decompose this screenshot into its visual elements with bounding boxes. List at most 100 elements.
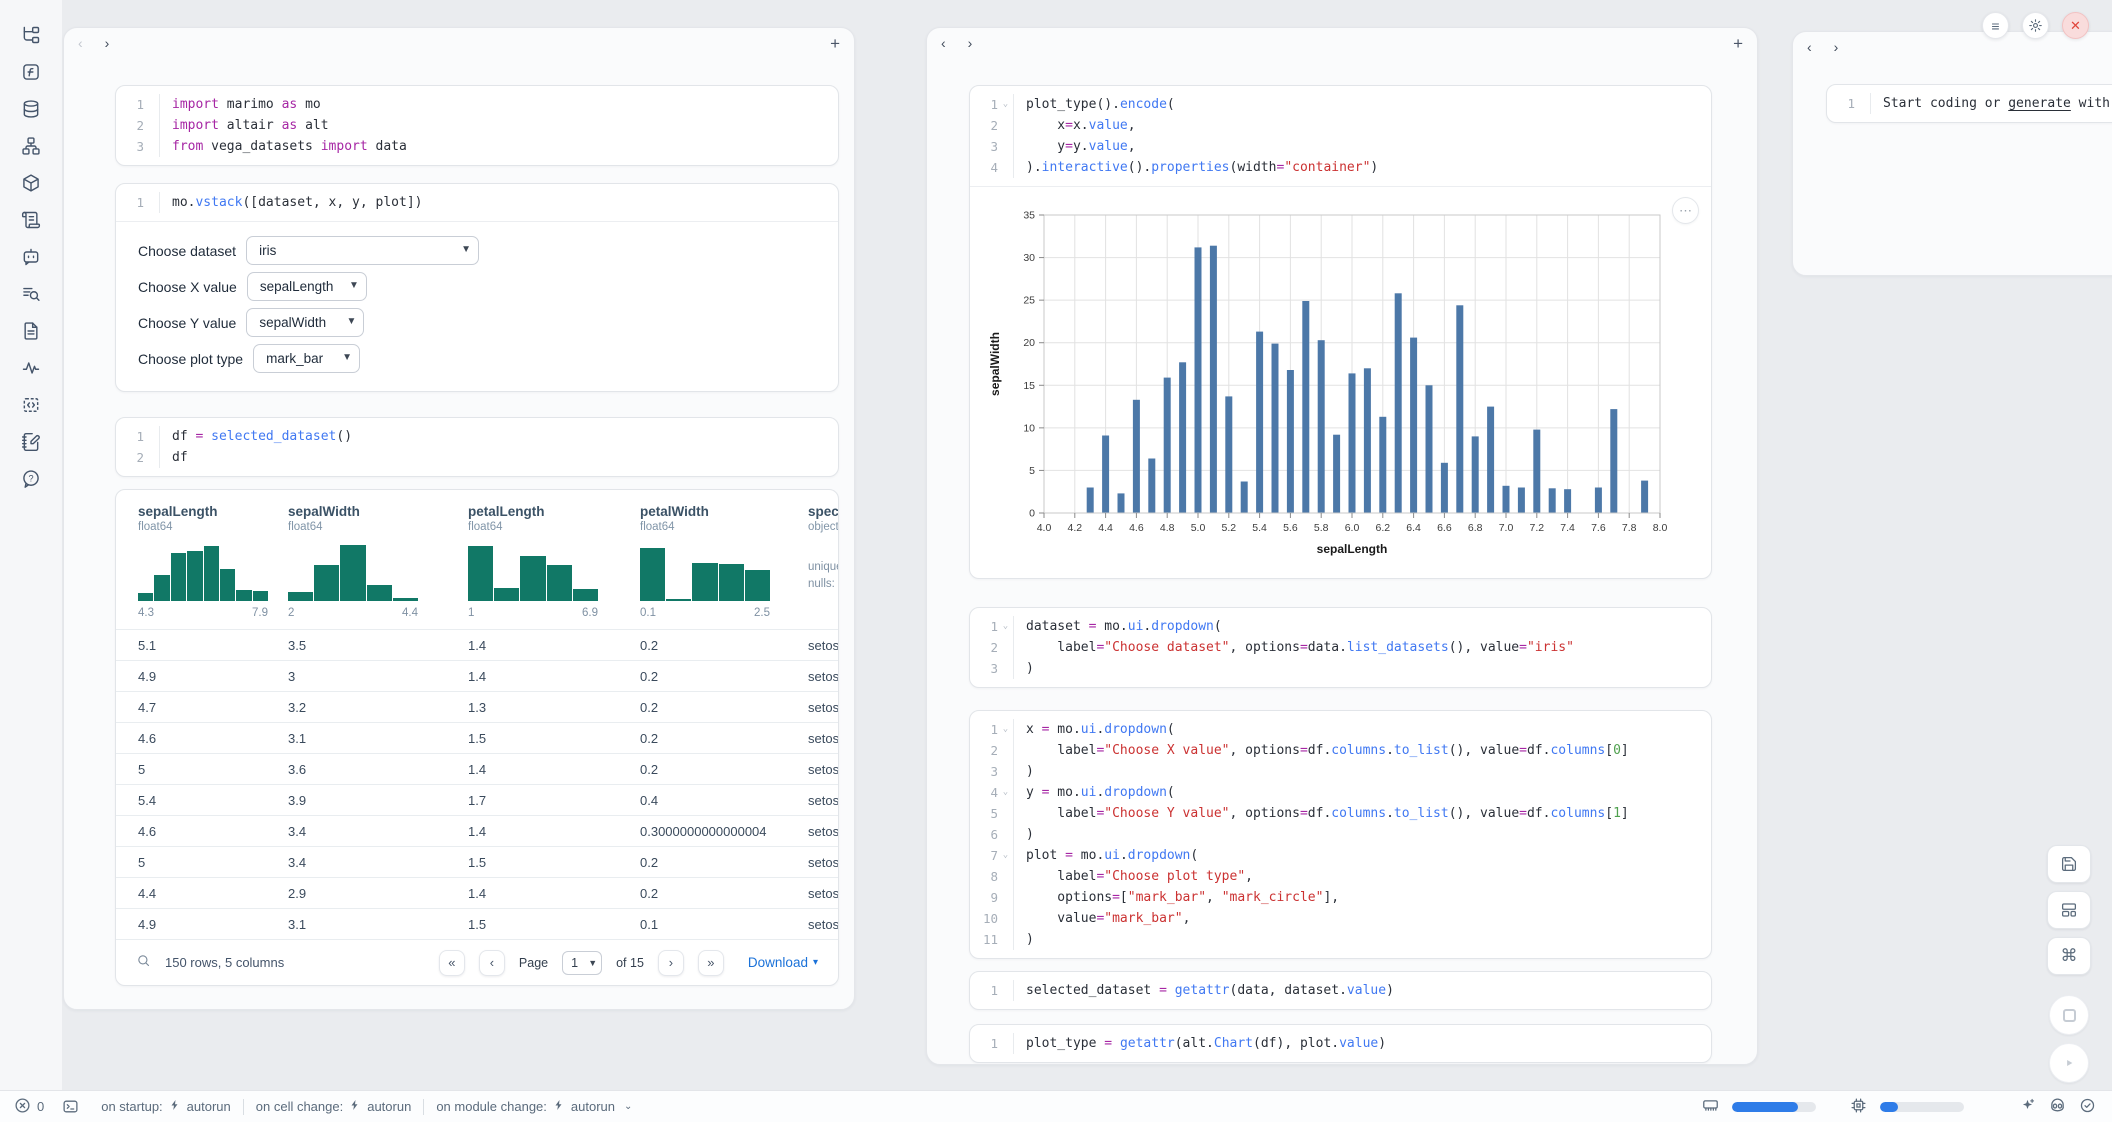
command-palette-button[interactable]: ⌘ — [2047, 937, 2091, 975]
copilot-icon[interactable] — [2049, 1097, 2066, 1117]
code-line[interactable]: 2df — [116, 447, 838, 468]
code-editor[interactable]: 1df = selected_dataset()2df — [116, 418, 838, 476]
table-row[interactable]: 4.42.91.40.2setosa — [116, 877, 838, 908]
code-line[interactable]: 2 label="Choose X value", options=df.col… — [970, 740, 1711, 761]
code-line[interactable]: 4).interactive().properties(width="conta… — [970, 157, 1711, 178]
layout-button[interactable] — [2047, 891, 2091, 929]
table-row[interactable]: 5.13.51.40.2setosa — [116, 629, 838, 660]
code-line[interactable]: 10 value="mark_bar", — [970, 908, 1711, 929]
ai-sparkles-icon[interactable] — [2019, 1097, 2036, 1117]
table-row[interactable]: 4.63.11.50.2setosa — [116, 722, 838, 753]
code-line[interactable]: 7⌄plot = mo.ui.dropdown( — [970, 845, 1711, 866]
run-config-item[interactable]: on startup:autorun — [101, 1099, 231, 1114]
code-editor[interactable]: 1mo.vstack([dataset, x, y, plot]) — [116, 184, 838, 221]
cell-imports[interactable]: 1import marimo as mo2import altair as al… — [115, 85, 839, 166]
terminal-button[interactable] — [62, 1098, 79, 1115]
code-line[interactable]: 3 y=y.value, — [970, 136, 1711, 157]
column-header-sepalLength[interactable]: sepalLengthfloat644.37.9 — [138, 504, 288, 619]
sidebar-item-code-snippets[interactable] — [20, 394, 42, 415]
fold-chevron-icon[interactable]: ⌄ — [998, 845, 1013, 866]
code-editor[interactable]: 1⌄x = mo.ui.dropdown(2 label="Choose X v… — [970, 711, 1711, 958]
sidebar-item-datasources[interactable] — [20, 98, 42, 119]
cell-controls[interactable]: 1mo.vstack([dataset, x, y, plot]) Choose… — [115, 183, 839, 392]
cell-empty[interactable]: 1 Start coding or generate with AI. — [1826, 84, 2112, 123]
code-editor[interactable]: 1⌄plot_type().encode(2 x=x.value,3 y=y.v… — [970, 86, 1711, 186]
last-page-button[interactable]: » — [698, 950, 724, 976]
code-line[interactable]: 1mo.vstack([dataset, x, y, plot]) — [116, 192, 838, 213]
sidebar-item-packages[interactable] — [20, 172, 42, 193]
dropdown-select[interactable]: sepalWidth — [246, 308, 364, 337]
add-cell-button[interactable]: + — [830, 35, 840, 52]
run-config-item[interactable]: on cell change:autorun — [256, 1099, 412, 1114]
chevron-left-icon[interactable]: ‹ — [1807, 40, 1812, 54]
column-header-sepalWidth[interactable]: sepalWidthfloat6424.4 — [288, 504, 468, 619]
code-line[interactable]: 3from vega_datasets import data — [116, 136, 838, 157]
table-row[interactable]: 4.73.21.30.2setosa — [116, 691, 838, 722]
fold-chevron-icon[interactable]: ⌄ — [998, 616, 1013, 637]
close-icon[interactable]: ✕ — [2062, 12, 2089, 39]
fold-chevron-icon[interactable]: ⌄ — [998, 94, 1013, 115]
cell-dataframe[interactable]: 1df = selected_dataset()2df — [115, 417, 839, 477]
code-line[interactable]: 2 label="Choose dataset", options=data.l… — [970, 637, 1711, 658]
code-line[interactable]: 2import altair as alt — [116, 115, 838, 136]
table-row[interactable]: 4.63.41.40.3000000000000004setosa — [116, 815, 838, 846]
cell-widgets[interactable]: 1⌄x = mo.ui.dropdown(2 label="Choose X v… — [969, 710, 1712, 959]
fold-chevron-icon[interactable]: ⌄ — [998, 719, 1013, 740]
generate-link[interactable]: generate — [2008, 96, 2071, 111]
sidebar-item-help[interactable] — [20, 468, 42, 489]
column-header-petalLength[interactable]: petalLengthfloat6416.9 — [468, 504, 640, 619]
cell-dataset-dropdown[interactable]: 1⌄dataset = mo.ui.dropdown(2 label="Choo… — [969, 607, 1712, 688]
code-line[interactable]: 11) — [970, 929, 1711, 950]
stop-button[interactable] — [2049, 995, 2089, 1035]
first-page-button[interactable]: « — [439, 950, 465, 976]
cell-selected-dataset[interactable]: 1selected_dataset = getattr(data, datase… — [969, 971, 1712, 1010]
error-indicator[interactable]: 0 — [14, 1097, 44, 1117]
page-select[interactable]: 1 — [562, 951, 602, 975]
download-button[interactable]: Download▾ — [748, 955, 818, 970]
sidebar-item-logs[interactable] — [20, 283, 42, 304]
code-line[interactable]: 1⌄plot_type().encode( — [970, 94, 1711, 115]
table-row[interactable]: 4.931.40.2setosa — [116, 660, 838, 691]
code-editor[interactable]: 1plot_type = getattr(alt.Chart(df), plot… — [970, 1025, 1711, 1062]
cell-plot-type[interactable]: 1plot_type = getattr(alt.Chart(df), plot… — [969, 1024, 1712, 1063]
column-header-petalWidth[interactable]: petalWidthfloat640.12.5 — [640, 504, 808, 619]
sidebar-item-dependency-graph[interactable] — [20, 135, 42, 156]
sidebar-item-documentation[interactable] — [20, 209, 42, 230]
code-line[interactable]: 6) — [970, 824, 1711, 845]
table-row[interactable]: 4.93.11.50.1setosa — [116, 908, 838, 939]
code-line[interactable]: 1⌄dataset = mo.ui.dropdown( — [970, 616, 1711, 637]
connection-check-icon[interactable] — [2079, 1097, 2096, 1117]
code-line[interactable]: 2 x=x.value, — [970, 115, 1711, 136]
search-icon[interactable] — [136, 953, 151, 973]
chevron-left-icon[interactable]: ‹ — [941, 36, 946, 50]
code-line[interactable]: 1plot_type = getattr(alt.Chart(df), plot… — [970, 1033, 1711, 1054]
code-line[interactable]: 1 Start coding or generate with AI. — [1827, 93, 2112, 114]
table-row[interactable]: 53.41.50.2setosa — [116, 846, 838, 877]
sidebar-item-scratchpad[interactable] — [20, 431, 42, 452]
dropdown-select[interactable]: iris — [246, 236, 479, 265]
code-line[interactable]: 8 label="Choose plot type", — [970, 866, 1711, 887]
chart-menu-button[interactable]: ⋯ — [1672, 197, 1699, 224]
chevron-right-icon[interactable]: › — [968, 36, 973, 50]
sidebar-item-tracing[interactable] — [20, 357, 42, 378]
table-row[interactable]: 53.61.40.2setosa — [116, 753, 838, 784]
code-line[interactable]: 3) — [970, 761, 1711, 782]
chevron-right-icon[interactable]: › — [105, 36, 110, 50]
code-line[interactable]: 3) — [970, 658, 1711, 679]
chevron-left-icon[interactable]: ‹ — [78, 36, 83, 50]
code-line[interactable]: 1⌄x = mo.ui.dropdown( — [970, 719, 1711, 740]
save-button[interactable] — [2047, 845, 2091, 883]
sidebar-item-functions[interactable] — [20, 61, 42, 82]
gear-icon[interactable] — [2022, 12, 2049, 39]
code-line[interactable]: 1import marimo as mo — [116, 94, 838, 115]
sidebar-item-snippets[interactable] — [20, 320, 42, 341]
cell-plot[interactable]: 1⌄plot_type().encode(2 x=x.value,3 y=y.v… — [969, 85, 1712, 579]
code-line[interactable]: 4⌄y = mo.ui.dropdown( — [970, 782, 1711, 803]
code-line[interactable]: 1df = selected_dataset() — [116, 426, 838, 447]
column-header-species[interactable]: speciesobjectunique:nulls: — [808, 504, 839, 619]
sidebar-item-file-explorer[interactable] — [20, 24, 42, 45]
dropdown-select[interactable]: mark_bar — [253, 344, 360, 373]
add-cell-button[interactable]: + — [1733, 35, 1743, 52]
code-line[interactable]: 9 options=["mark_bar", "mark_circle"], — [970, 887, 1711, 908]
code-editor[interactable]: 1⌄dataset = mo.ui.dropdown(2 label="Choo… — [970, 608, 1711, 687]
